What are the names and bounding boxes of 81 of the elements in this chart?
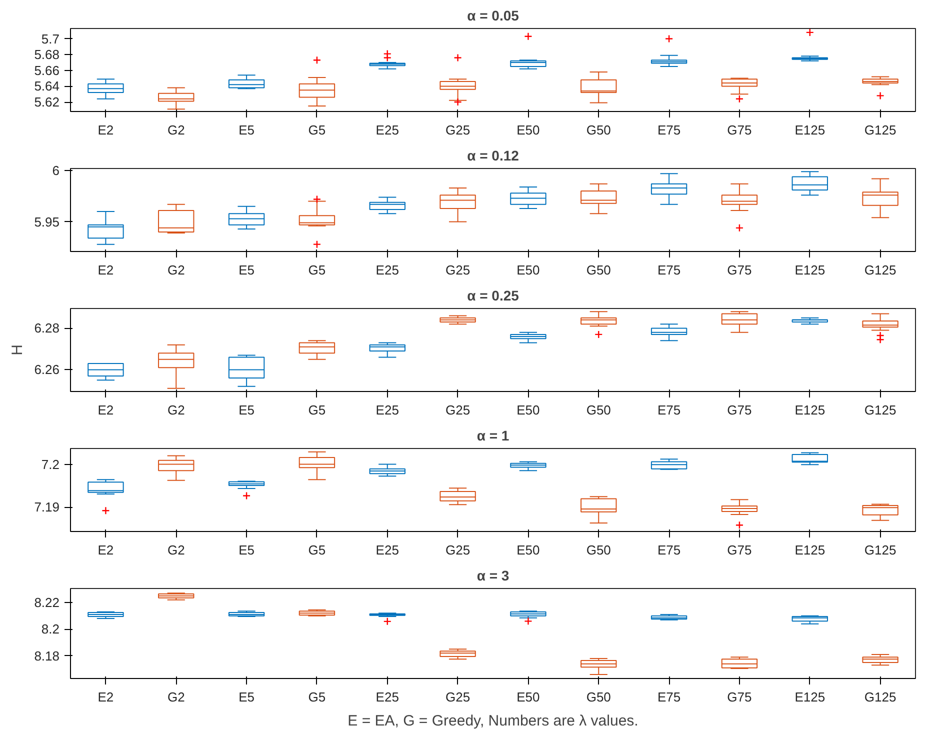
chart-title: α = 0.12 xyxy=(467,148,520,164)
x-tick-label: E50 xyxy=(516,122,540,138)
x-tick-label: E125 xyxy=(794,402,826,418)
x-tick-label: E5 xyxy=(238,542,254,558)
x-tick-label: E75 xyxy=(657,262,681,278)
x-tick-label: E2 xyxy=(98,690,114,704)
x-tick-label: E2 xyxy=(98,262,114,278)
y-tick-label: 5.95 xyxy=(34,214,60,230)
x-tick-label: G5 xyxy=(308,262,326,278)
x-tick-label: E125 xyxy=(794,542,826,558)
y-tick-label: 7.19 xyxy=(34,500,60,515)
y-tick-label: 6.26 xyxy=(34,362,60,378)
x-tick-label: E50 xyxy=(516,262,540,278)
y-tick-label: 5.66 xyxy=(34,62,60,78)
x-tick-label: E75 xyxy=(657,542,681,558)
x-tick-label: G5 xyxy=(308,122,326,138)
x-tick-label: G75 xyxy=(727,262,752,278)
x-tick-label: E125 xyxy=(794,122,826,138)
x-tick-label: E5 xyxy=(238,690,254,704)
y-tick-label: 6 xyxy=(52,163,60,178)
x-tick-label: G50 xyxy=(586,262,611,278)
y-tick-label: 5.68 xyxy=(34,47,60,62)
x-tick-label: G25 xyxy=(446,542,470,558)
x-tick-label: E5 xyxy=(238,262,254,278)
x-tick-label: G25 xyxy=(446,690,470,704)
y-tick-label: 8.18 xyxy=(34,648,60,664)
x-tick-label: G50 xyxy=(586,542,611,558)
x-tick-label: G2 xyxy=(167,402,185,418)
x-tick-label: G2 xyxy=(167,542,185,558)
y-tick-label: 8.22 xyxy=(34,595,60,610)
x-tick-label: G25 xyxy=(446,122,470,138)
y-tick-label: 6.28 xyxy=(34,320,60,336)
x-tick-label: E125 xyxy=(794,690,826,704)
x-tick-label: E2 xyxy=(98,542,114,558)
x-tick-label: E50 xyxy=(516,690,540,704)
x-tick-label: G125 xyxy=(864,262,896,278)
x-tick-label: G75 xyxy=(727,542,752,558)
x-tick-label: E50 xyxy=(516,542,540,558)
chart-title: α = 0.25 xyxy=(467,288,520,304)
x-tick-label: G125 xyxy=(864,690,896,704)
x-tick-label: E5 xyxy=(238,122,254,138)
y-axis-title: H xyxy=(9,344,26,356)
x-tick-label: G125 xyxy=(864,402,896,418)
x-tick-label: E5 xyxy=(238,402,254,418)
x-tick-label: G2 xyxy=(167,122,185,138)
y-tick-label: 5.7 xyxy=(41,31,60,46)
x-axis-title: E = EA, G = Greedy, Numbers are λ values. xyxy=(348,712,638,730)
x-tick-label: E25 xyxy=(376,122,399,138)
x-tick-label: G75 xyxy=(727,402,752,418)
y-tick-label: 7.2 xyxy=(41,457,60,472)
x-tick-label: G50 xyxy=(586,122,611,138)
chart-title: α = 1 xyxy=(476,428,510,444)
x-tick-label: G2 xyxy=(167,262,185,278)
y-tick-label: 8.2 xyxy=(41,622,60,637)
x-tick-label: E75 xyxy=(657,122,681,138)
x-tick-label: G125 xyxy=(864,542,896,558)
x-tick-label: E2 xyxy=(98,122,114,138)
x-tick-label: E25 xyxy=(376,690,399,704)
x-tick-label: G75 xyxy=(727,122,752,138)
x-tick-label: G50 xyxy=(586,402,611,418)
x-tick-label: E25 xyxy=(376,402,399,418)
x-tick-label: E2 xyxy=(98,402,114,418)
x-tick-label: E50 xyxy=(516,402,540,418)
x-tick-label: G2 xyxy=(167,690,185,704)
x-tick-label: G50 xyxy=(586,690,611,704)
x-tick-label: E25 xyxy=(376,542,399,558)
x-tick-label: E75 xyxy=(657,402,681,418)
y-tick-label: 5.62 xyxy=(34,94,60,110)
x-tick-label: E25 xyxy=(376,262,399,278)
chart-title: α = 0.05 xyxy=(467,8,520,24)
x-tick-label: G5 xyxy=(308,690,326,704)
x-tick-label: G125 xyxy=(864,122,896,138)
x-tick-label: E75 xyxy=(657,690,681,704)
x-tick-label: E125 xyxy=(794,262,826,278)
chart-title: α = 3 xyxy=(476,568,510,584)
y-tick-label: 5.64 xyxy=(34,78,60,94)
x-tick-label: G25 xyxy=(446,402,470,418)
x-tick-label: G75 xyxy=(727,690,752,704)
x-tick-label: G5 xyxy=(308,542,326,558)
x-tick-label: G25 xyxy=(446,262,470,278)
x-tick-label: G5 xyxy=(308,402,326,418)
